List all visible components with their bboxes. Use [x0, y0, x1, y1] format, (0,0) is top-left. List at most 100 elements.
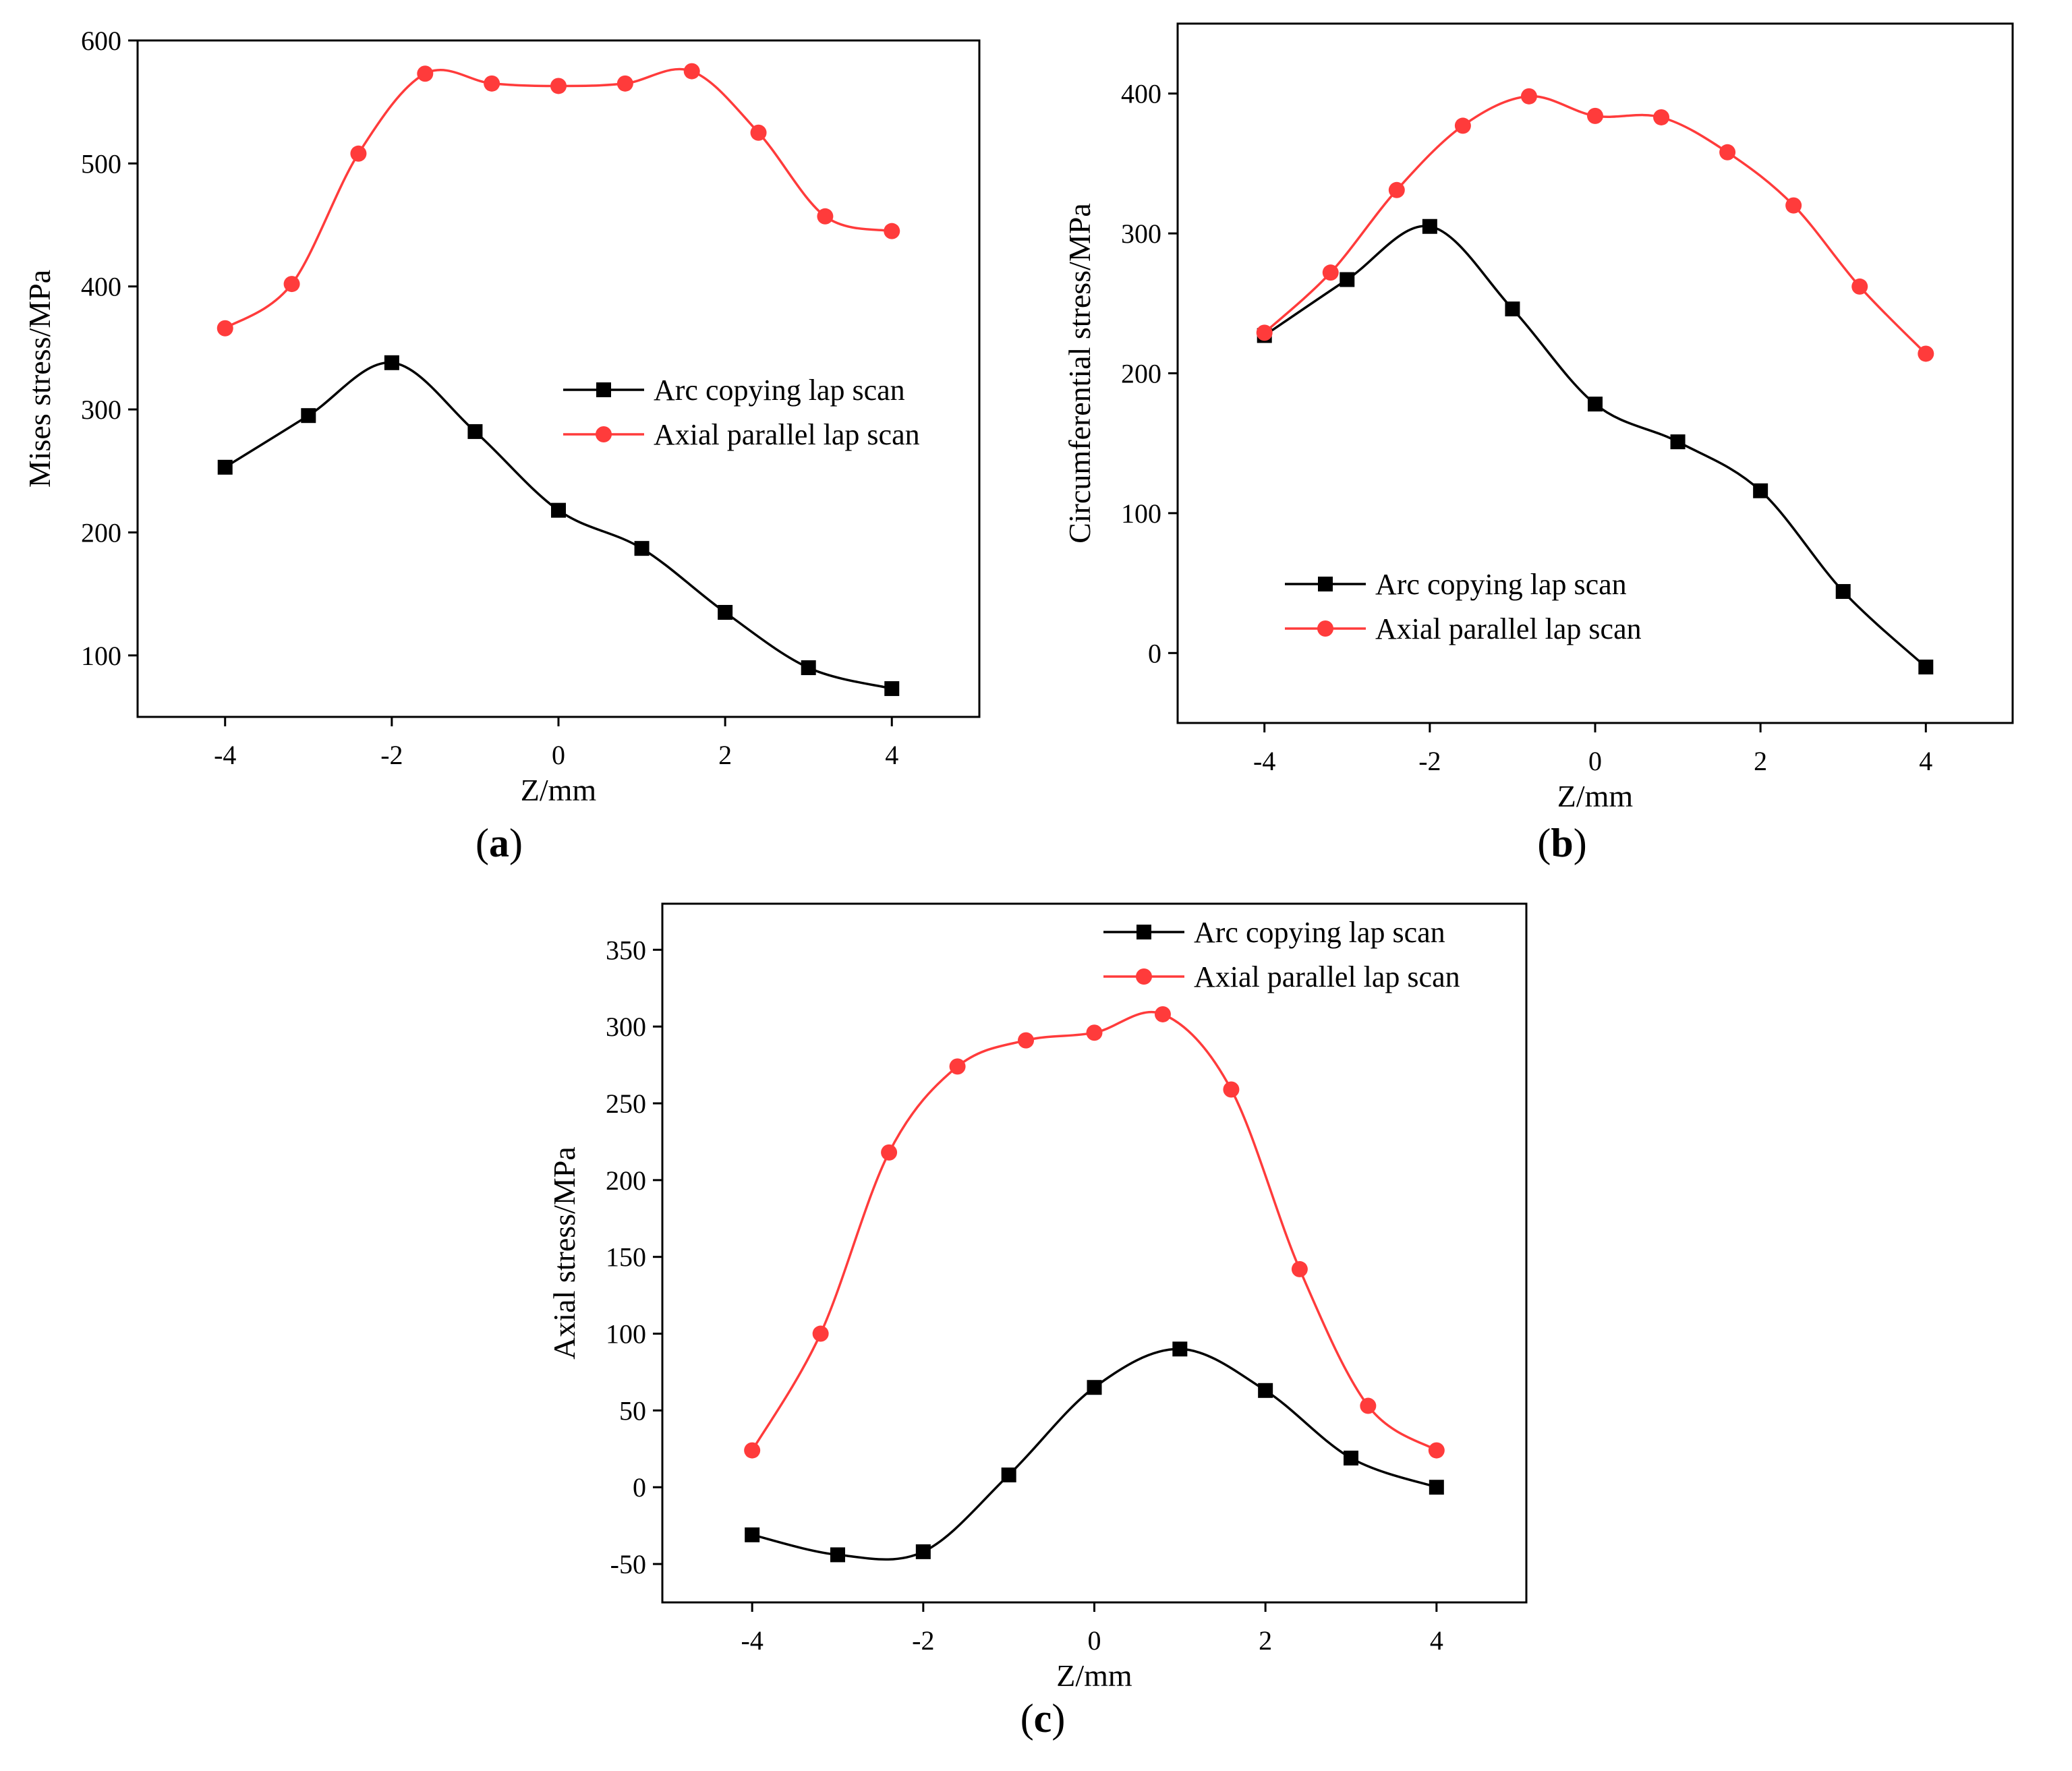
data-point — [1360, 1397, 1377, 1414]
x-axis-label: Z/mm — [1056, 1658, 1132, 1693]
x-tick-label: 4 — [1919, 746, 1932, 776]
data-point — [1154, 1006, 1171, 1022]
data-point — [949, 1058, 966, 1075]
data-point — [750, 124, 767, 141]
x-tick-label: 2 — [1754, 746, 1767, 776]
data-point — [1670, 434, 1686, 450]
y-tick-label: 50 — [619, 1395, 646, 1426]
data-point — [616, 75, 633, 92]
data-point — [884, 681, 900, 697]
y-tick-label: 400 — [1121, 79, 1161, 109]
y-tick-label: 200 — [1121, 359, 1161, 389]
y-axis-label: Mises stress/MPa — [22, 270, 57, 488]
data-point — [1851, 278, 1868, 295]
x-axis-label: Z/mm — [521, 773, 597, 807]
data-point — [1653, 109, 1670, 125]
data-point — [1918, 345, 1934, 362]
data-point — [1918, 660, 1934, 675]
series-axial-parallel — [744, 1006, 1445, 1459]
panel-label-open: ( — [1537, 821, 1551, 865]
data-point — [550, 78, 567, 94]
data-point — [283, 276, 300, 293]
data-point — [1588, 397, 1603, 412]
x-tick-label: -4 — [741, 1625, 764, 1656]
data-point — [812, 1325, 829, 1342]
series-arc-copying — [217, 355, 900, 697]
series-line — [224, 67, 892, 330]
panel-label-open: ( — [1020, 1696, 1034, 1741]
y-tick-label: 0 — [633, 1472, 646, 1503]
legend-marker — [1136, 925, 1151, 939]
series-arc-copying — [745, 1341, 1444, 1563]
data-point — [1223, 1081, 1240, 1098]
data-point — [915, 1544, 931, 1559]
y-tick-label: 0 — [1148, 638, 1161, 668]
x-tick-label: 2 — [718, 740, 732, 770]
legend-label: Arc copying lap scan — [654, 374, 905, 407]
data-point — [881, 1144, 898, 1161]
x-tick-label: 2 — [1259, 1625, 1272, 1656]
x-tick-label: 0 — [1088, 1625, 1101, 1656]
data-point — [1001, 1468, 1016, 1483]
data-point — [1429, 1480, 1444, 1495]
legend-marker — [1317, 620, 1333, 637]
panel-label-letter: b — [1551, 821, 1573, 865]
y-tick-label: 200 — [81, 517, 121, 548]
data-point — [1587, 107, 1603, 124]
panel-label: (c) — [1020, 1696, 1066, 1741]
panel-label-close: ) — [1574, 821, 1587, 865]
data-point — [350, 145, 367, 162]
legend-label: Axial parallel lap scan — [1375, 612, 1642, 645]
series-line — [1263, 95, 1927, 355]
y-tick-label: 350 — [606, 935, 646, 965]
legend-marker — [596, 382, 611, 397]
plot-frame — [661, 902, 1528, 1604]
x-axis-label: Z/mm — [1557, 779, 1634, 813]
y-tick-label: 500 — [81, 148, 121, 179]
data-point — [1340, 272, 1355, 287]
y-axis-label: Circumferential stress/MPa — [1062, 203, 1097, 544]
data-point — [551, 502, 566, 518]
data-point — [417, 65, 434, 82]
data-point — [384, 355, 399, 370]
legend-marker — [596, 426, 612, 442]
data-point — [1291, 1260, 1308, 1277]
data-point — [683, 63, 700, 80]
panel-label-close: ) — [509, 821, 523, 865]
data-point — [1256, 324, 1273, 341]
data-point — [1428, 1442, 1445, 1459]
data-point — [1343, 1450, 1358, 1465]
data-point — [1505, 301, 1520, 317]
x-tick-label: -4 — [214, 740, 236, 770]
legend-label: Arc copying lap scan — [1375, 568, 1627, 601]
data-point — [718, 604, 733, 620]
y-tick-label: 250 — [606, 1088, 646, 1119]
x-tick-label: -2 — [380, 740, 403, 770]
data-point — [830, 1547, 846, 1563]
panel-label: (a) — [476, 821, 523, 865]
x-tick-label: -2 — [1418, 746, 1441, 776]
y-tick-label: 150 — [606, 1242, 646, 1273]
data-point — [1086, 1024, 1103, 1041]
legend-label: Axial parallel lap scan — [654, 418, 920, 451]
data-point — [217, 320, 233, 337]
legend-label: Arc copying lap scan — [1194, 916, 1445, 949]
x-tick-label: 4 — [885, 740, 898, 770]
data-point — [1520, 88, 1537, 105]
panel-label-open: ( — [476, 821, 489, 865]
y-tick-label: 300 — [606, 1012, 646, 1042]
data-point — [1172, 1341, 1188, 1357]
y-tick-label: 200 — [606, 1165, 646, 1196]
legend-marker — [1136, 968, 1152, 985]
data-point — [1753, 483, 1768, 498]
y-tick-label: 100 — [606, 1319, 646, 1349]
panel-label-close: ) — [1052, 1696, 1065, 1741]
x-tick-label: -4 — [1253, 746, 1275, 776]
x-tick-label: 0 — [1588, 746, 1602, 776]
data-point — [1454, 117, 1471, 134]
chart-panel-a: -4 -2 0 2 4 100 200 300 400 500 600 Z/mm Mises stres… — [22, 26, 981, 865]
data-point — [484, 75, 500, 92]
legend-marker — [1318, 577, 1333, 591]
data-point — [1087, 1380, 1102, 1395]
